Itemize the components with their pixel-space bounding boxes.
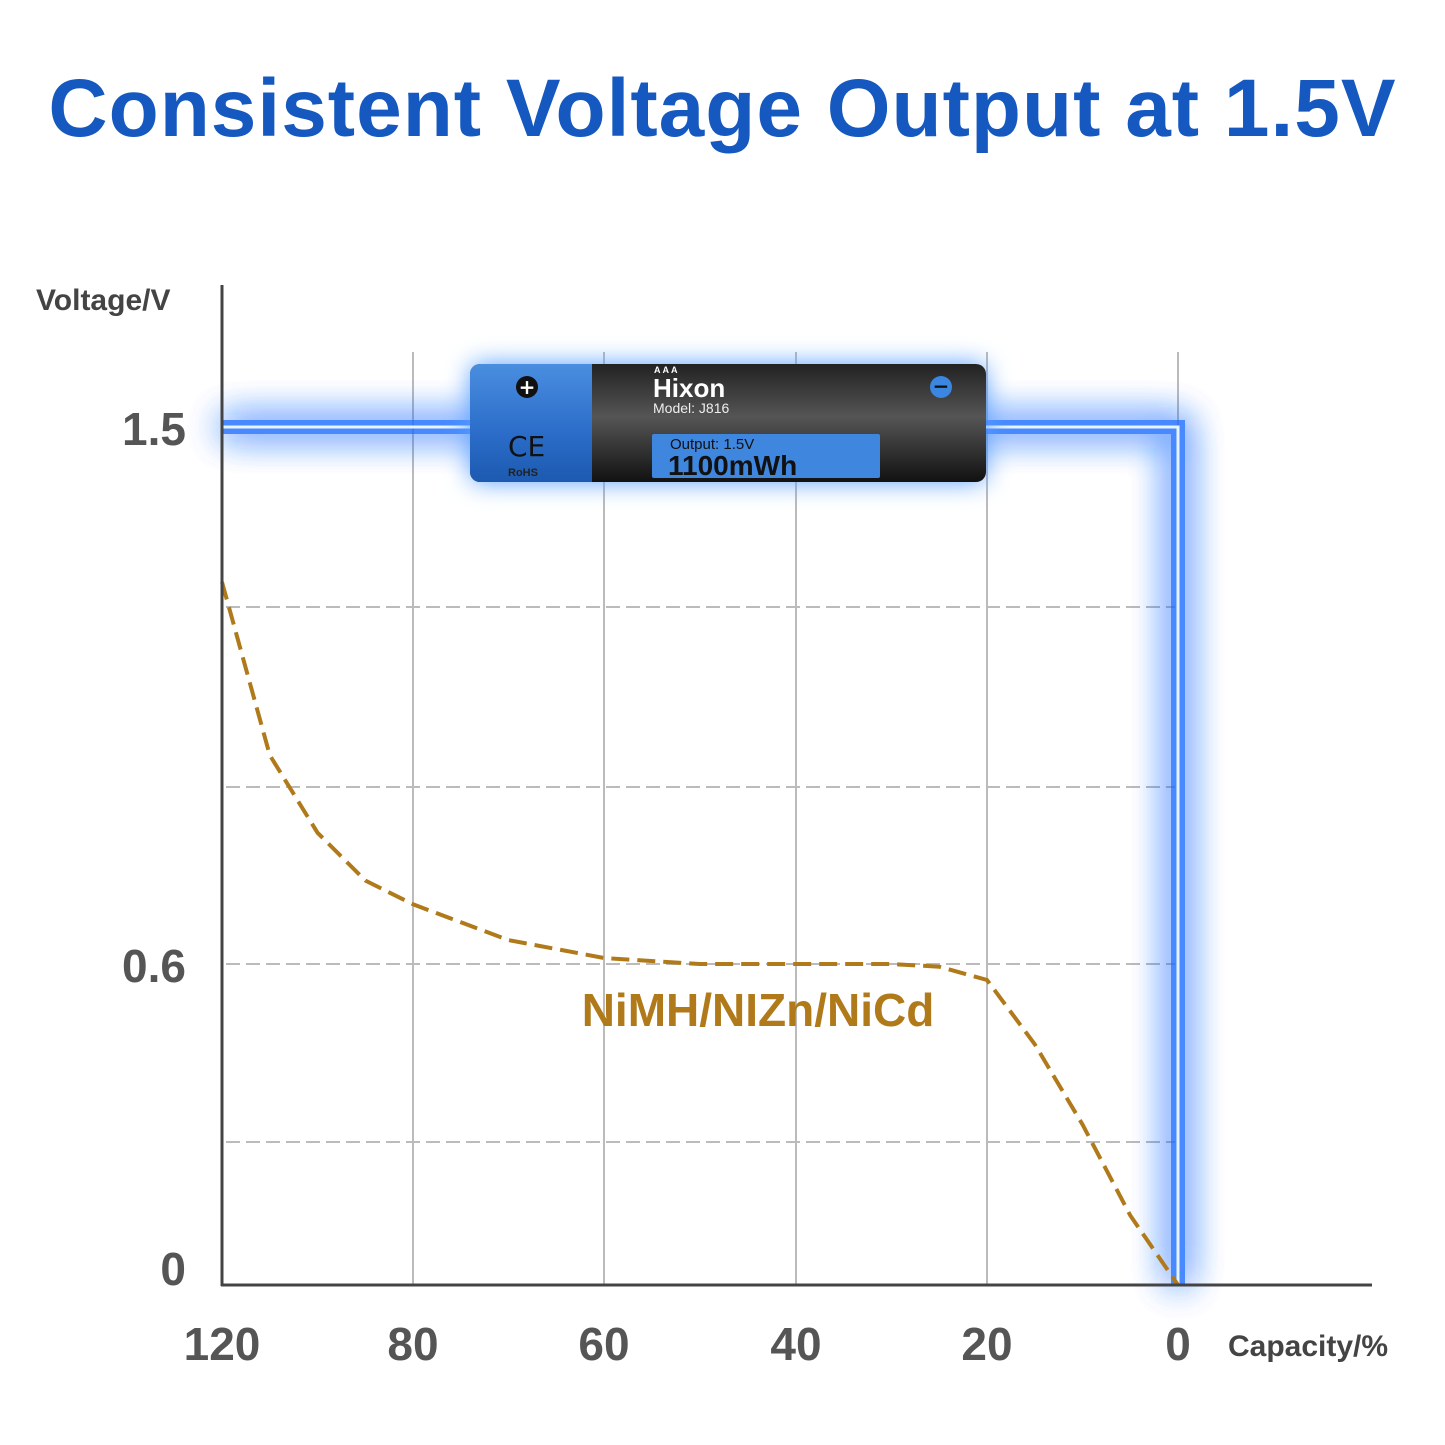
battery-image: + CE RoHS AAA Hixon Model: J816 − Output… [470, 364, 986, 482]
battery-size: AAA [654, 365, 680, 375]
battery-model: Model: J816 [653, 400, 730, 416]
x-tick-label: 120 [184, 1318, 261, 1370]
y-tick-label: 0 [160, 1243, 186, 1295]
x-axis-label: Capacity/% [1228, 1330, 1388, 1363]
rohs-mark: RoHS [508, 467, 538, 479]
x-tick-label: 80 [387, 1318, 438, 1370]
x-tick-label: 60 [578, 1318, 629, 1370]
minus-icon: − [930, 376, 952, 398]
battery-output: Output: 1.5V [670, 436, 755, 453]
y-tick-label: 0.6 [122, 940, 186, 992]
x-tick-label: 40 [770, 1318, 821, 1370]
ce-mark: CE [508, 430, 546, 463]
series-label-nimh: NiMH/NIZn/NiCd [582, 984, 935, 1036]
y-axis-label: Voltage/V [36, 284, 170, 317]
x-tick-label: 20 [961, 1318, 1012, 1370]
battery-capacity: 1100mWh [668, 450, 798, 481]
y-tick-label: 1.5 [122, 403, 186, 455]
battery-label: Output: 1.5V 1100mWh [652, 434, 880, 481]
series-line-nimh [220, 581, 1180, 1287]
series-line-hixon-glow [222, 420, 1185, 1285]
x-tick-label: 0 [1165, 1318, 1191, 1370]
battery-cap: + CE RoHS [470, 364, 592, 482]
series-line-hixon [222, 425, 1180, 1285]
battery-brand: Hixon [653, 373, 726, 403]
plus-icon: + [516, 376, 538, 398]
page-title: Consistent Voltage Output at 1.5V [48, 63, 1397, 154]
